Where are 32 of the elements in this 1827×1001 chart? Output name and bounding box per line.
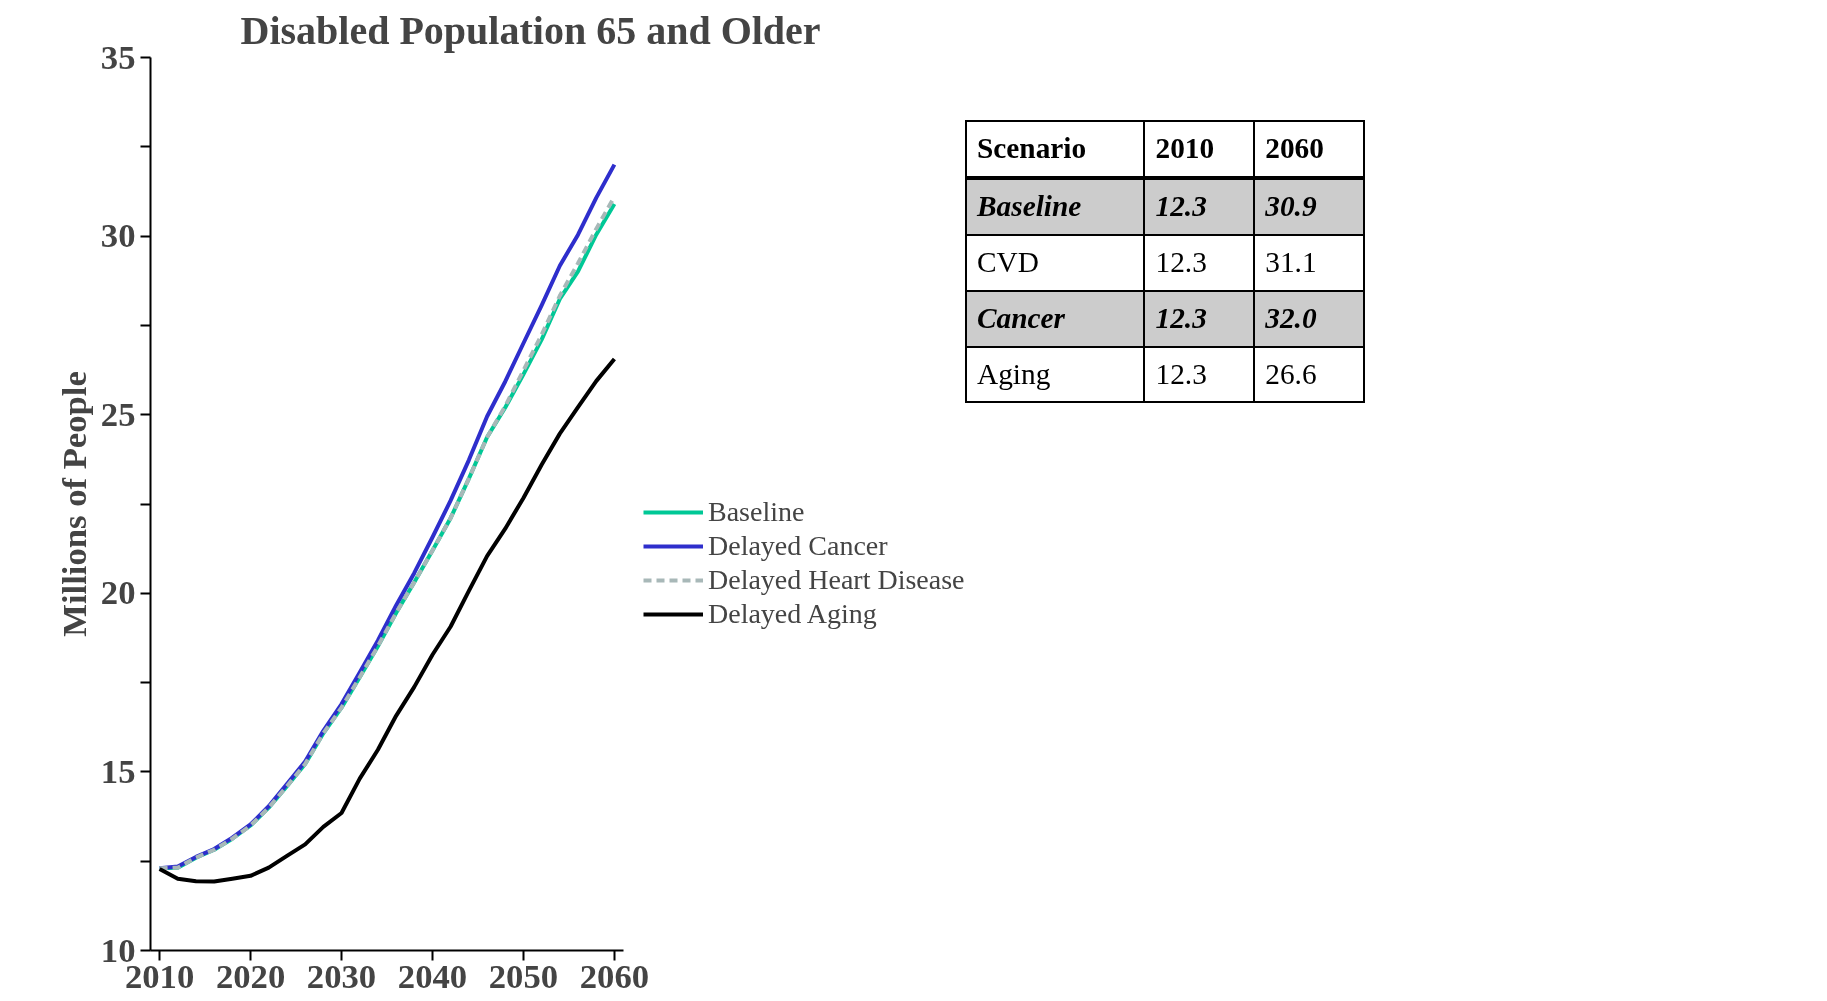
text: Cancer [966, 290, 1145, 347]
x-tick-label: 2030 [306, 956, 377, 995]
text: 26.6 [1254, 346, 1364, 403]
y-axis-title: Millions of People [54, 371, 93, 637]
y-tick-label: 20 [100, 573, 136, 612]
y-tick-label: 25 [100, 394, 136, 433]
y-tick-label: 30 [100, 216, 136, 255]
chart-title: Disabled Population 65 and Older [240, 7, 821, 53]
text: 12.3 [1144, 346, 1255, 403]
text: 30.9 [1254, 177, 1364, 235]
text: 32.0 [1254, 290, 1364, 347]
text: 12.3 [1144, 177, 1255, 235]
text: 31.1 [1254, 234, 1364, 291]
legend-label: Delayed Aging [708, 598, 877, 630]
line-series [157, 356, 617, 884]
text: 12.3 [1144, 290, 1255, 347]
legend-label: Baseline [708, 496, 805, 528]
legend-label: Delayed Heart Disease [708, 564, 965, 596]
text: Scenario [966, 121, 1145, 178]
text: 12.3 [1144, 234, 1255, 291]
text: Baseline [966, 177, 1145, 235]
text: 2010 [1144, 121, 1255, 178]
x-tick-label: 2020 [215, 956, 286, 995]
y-tick-label: 35 [100, 37, 136, 76]
y-tick-label: 15 [100, 751, 136, 790]
legend-label: Delayed Cancer [708, 530, 888, 562]
text: Aging [966, 346, 1145, 403]
x-tick-label: 2050 [488, 956, 559, 995]
text: CVD [966, 234, 1145, 291]
text: 2060 [1254, 121, 1364, 178]
x-tick-label: 2040 [397, 956, 468, 995]
x-tick-label: 2060 [579, 956, 650, 995]
